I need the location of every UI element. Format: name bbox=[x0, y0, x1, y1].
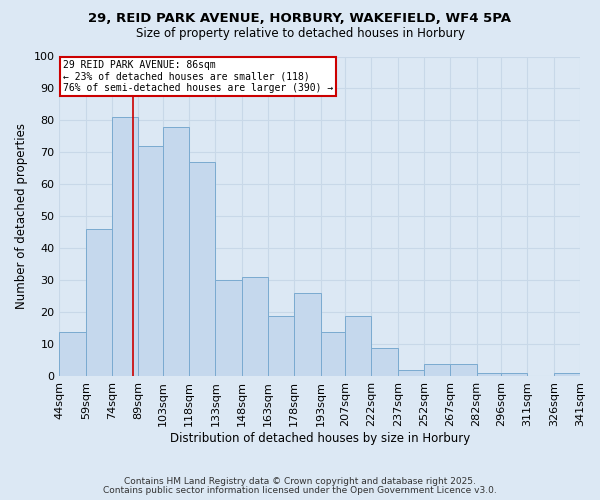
Text: Contains HM Land Registry data © Crown copyright and database right 2025.: Contains HM Land Registry data © Crown c… bbox=[124, 477, 476, 486]
Bar bbox=[371, 348, 398, 376]
Bar bbox=[112, 118, 138, 376]
Bar bbox=[189, 162, 215, 376]
Bar bbox=[554, 374, 580, 376]
Text: Contains public sector information licensed under the Open Government Licence v3: Contains public sector information licen… bbox=[103, 486, 497, 495]
Bar bbox=[398, 370, 424, 376]
Bar bbox=[242, 278, 268, 376]
Bar bbox=[163, 127, 189, 376]
Bar bbox=[450, 364, 476, 376]
Text: 29 REID PARK AVENUE: 86sqm
← 23% of detached houses are smaller (118)
76% of sem: 29 REID PARK AVENUE: 86sqm ← 23% of deta… bbox=[63, 60, 333, 93]
Bar bbox=[501, 374, 527, 376]
Y-axis label: Number of detached properties: Number of detached properties bbox=[15, 124, 28, 310]
Bar bbox=[215, 280, 242, 376]
Bar bbox=[294, 294, 320, 376]
Bar bbox=[59, 332, 86, 376]
X-axis label: Distribution of detached houses by size in Horbury: Distribution of detached houses by size … bbox=[170, 432, 470, 445]
Text: Size of property relative to detached houses in Horbury: Size of property relative to detached ho… bbox=[136, 28, 464, 40]
Bar bbox=[320, 332, 345, 376]
Bar bbox=[476, 374, 501, 376]
Bar bbox=[424, 364, 450, 376]
Bar bbox=[345, 316, 371, 376]
Text: 29, REID PARK AVENUE, HORBURY, WAKEFIELD, WF4 5PA: 29, REID PARK AVENUE, HORBURY, WAKEFIELD… bbox=[89, 12, 511, 26]
Bar bbox=[86, 230, 112, 376]
Bar bbox=[138, 146, 163, 376]
Bar bbox=[268, 316, 294, 376]
